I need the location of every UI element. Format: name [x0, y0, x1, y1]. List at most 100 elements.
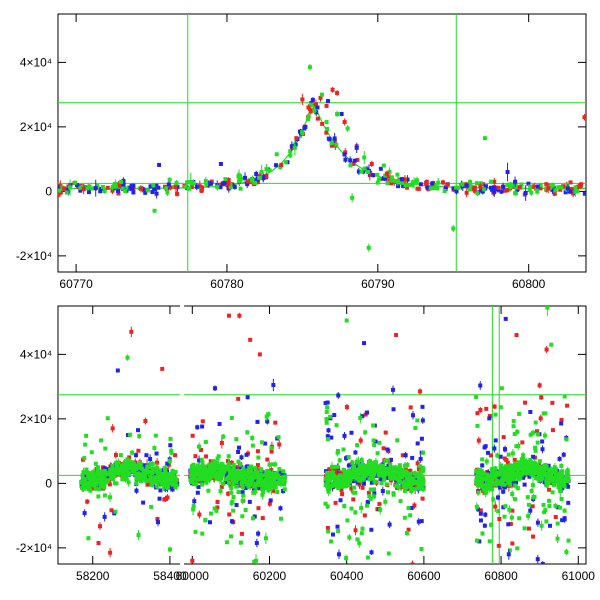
data-point — [353, 528, 358, 533]
data-point — [239, 465, 244, 470]
y-tick-label: 4×10⁴ — [20, 55, 52, 69]
data-point — [262, 484, 267, 489]
data-point — [336, 393, 341, 398]
data-point — [212, 506, 217, 511]
data-point — [192, 482, 197, 487]
data-point — [85, 186, 90, 191]
data-point — [137, 462, 142, 467]
data-point — [226, 181, 231, 186]
data-point — [430, 181, 435, 186]
data-point — [231, 467, 236, 472]
data-point — [573, 189, 578, 194]
data-point — [73, 180, 78, 185]
data-point — [142, 469, 147, 474]
data-point — [357, 565, 361, 569]
data-point — [582, 115, 586, 120]
data-point — [342, 433, 347, 438]
data-point — [266, 412, 271, 417]
data-point — [310, 97, 315, 102]
data-point — [271, 480, 276, 485]
data-point — [386, 551, 391, 556]
data-point — [260, 516, 265, 521]
data-point — [253, 475, 258, 480]
data-point — [381, 466, 386, 471]
data-point — [99, 475, 104, 480]
data-point — [191, 462, 196, 467]
data-point — [563, 190, 568, 195]
data-point — [354, 145, 359, 150]
data-point — [170, 487, 175, 492]
data-point — [235, 474, 240, 479]
data-point — [131, 183, 136, 188]
data-point — [199, 447, 204, 452]
data-point — [234, 479, 239, 484]
data-point — [363, 430, 368, 435]
data-point — [247, 477, 252, 482]
data-point — [345, 481, 350, 486]
data-point — [342, 473, 347, 478]
data-point — [110, 463, 115, 468]
data-point — [173, 453, 178, 458]
data-point — [553, 188, 558, 193]
data-point — [156, 185, 161, 190]
data-point — [277, 467, 282, 472]
data-point — [222, 469, 227, 474]
data-point — [273, 462, 278, 467]
data-point — [208, 511, 213, 516]
data-point — [475, 191, 480, 196]
data-point — [257, 175, 262, 180]
data-point — [392, 474, 397, 479]
data-point — [278, 506, 283, 511]
data-point — [250, 178, 255, 183]
data-point — [241, 493, 246, 498]
data-point — [165, 495, 170, 500]
data-point — [343, 484, 348, 489]
data-point — [386, 490, 391, 495]
data-point — [270, 462, 275, 467]
data-point — [162, 465, 167, 470]
data-point — [377, 470, 382, 475]
data-point — [169, 475, 174, 480]
data-point — [410, 562, 415, 564]
plot-area — [58, 306, 586, 569]
data-point — [248, 482, 253, 487]
data-point — [206, 182, 211, 187]
data-point — [334, 423, 339, 428]
data-point — [343, 157, 348, 162]
data-point — [218, 466, 223, 471]
data-point — [408, 405, 413, 410]
data-point — [240, 473, 245, 478]
data-point — [192, 472, 197, 477]
data-point — [454, 185, 459, 190]
data-point — [418, 182, 423, 187]
data-point — [384, 171, 389, 176]
data-point — [412, 471, 417, 476]
data-point — [250, 435, 255, 440]
data-point — [403, 473, 408, 478]
data-point — [263, 481, 268, 486]
data-point — [265, 419, 270, 424]
data-point — [325, 526, 330, 531]
data-point — [88, 479, 93, 484]
data-point — [102, 514, 107, 519]
data-point — [366, 245, 371, 250]
x-tick-label: 58200 — [76, 569, 110, 583]
data-point — [326, 99, 331, 104]
data-point — [163, 470, 168, 475]
data-point — [155, 516, 160, 521]
data-point — [400, 453, 405, 458]
plot-area — [58, 14, 586, 272]
data-point — [264, 477, 269, 482]
data-point — [229, 534, 234, 539]
data-point — [384, 482, 389, 487]
data-point — [113, 184, 118, 189]
data-point — [308, 108, 313, 113]
data-point — [195, 490, 200, 495]
data-point — [436, 180, 441, 185]
data-point — [420, 465, 425, 470]
data-point — [224, 464, 229, 469]
data-point — [216, 463, 221, 468]
data-point — [454, 189, 459, 194]
data-point — [365, 470, 370, 475]
data-point — [252, 484, 257, 489]
